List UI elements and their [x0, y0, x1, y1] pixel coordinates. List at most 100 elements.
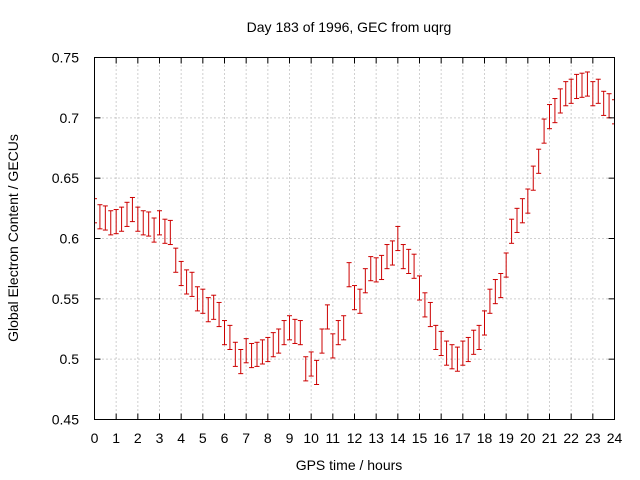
x-tick-label: 10 — [303, 430, 319, 446]
x-tick-label: 3 — [156, 430, 164, 446]
data-point — [238, 349, 244, 375]
y-axis-label: Global Electron Content / GECUs — [5, 134, 21, 342]
x-tick-label: 8 — [264, 430, 272, 446]
data-point — [135, 206, 141, 232]
data-point — [476, 324, 482, 351]
data-point — [243, 338, 249, 364]
data-point — [314, 359, 320, 386]
data-point — [140, 210, 146, 236]
data-point — [444, 340, 450, 366]
data-point — [395, 225, 401, 252]
x-tick-label: 1 — [112, 430, 120, 446]
data-point — [151, 217, 157, 243]
data-point — [460, 340, 466, 366]
ticks — [94, 57, 615, 420]
data-point — [319, 328, 325, 354]
x-axis-label: GPS time / hours — [296, 457, 403, 473]
data-point — [297, 320, 303, 346]
data-point — [584, 71, 590, 97]
data-point — [222, 320, 227, 346]
data-point — [276, 328, 282, 354]
data-point — [525, 188, 531, 214]
x-tick-label: 24 — [607, 430, 623, 446]
x-tick-label: 15 — [412, 430, 428, 446]
data-point — [389, 240, 395, 266]
data-point — [270, 332, 276, 358]
y-tick-label: 0.5 — [60, 351, 80, 367]
data-point — [167, 219, 173, 246]
data-point — [503, 252, 509, 278]
data-point — [384, 244, 390, 270]
data-point — [357, 288, 363, 314]
x-tick-label: 0 — [91, 430, 99, 446]
x-tick-label: 14 — [390, 430, 406, 446]
y-tick-label: 0.45 — [52, 412, 79, 428]
data-point — [184, 269, 190, 295]
data-point — [438, 330, 444, 357]
data-point — [194, 286, 200, 312]
data-point — [406, 248, 412, 274]
data-point — [227, 324, 233, 351]
x-tick-label: 11 — [326, 430, 341, 446]
x-tick-label: 9 — [286, 430, 294, 446]
data-point — [400, 244, 406, 270]
data-point — [205, 297, 211, 323]
x-tick-label: 7 — [242, 430, 250, 446]
x-tick-label: 22 — [563, 430, 579, 446]
data-point — [509, 218, 515, 244]
x-tick-label: 4 — [177, 430, 185, 446]
data-point — [530, 165, 536, 191]
data-point — [465, 336, 471, 363]
data-point — [97, 204, 103, 230]
data-point — [498, 272, 504, 299]
data-point — [568, 78, 574, 104]
data-point — [249, 342, 255, 369]
data-point — [422, 292, 428, 318]
data-point — [552, 98, 558, 124]
data-point — [124, 201, 130, 227]
data-point — [482, 310, 487, 336]
y-tick-labels: 0.45 0.5 0.55 0.6 0.65 0.7 0.75 — [52, 50, 79, 428]
data-point — [471, 329, 477, 355]
data-point — [514, 207, 520, 233]
data-point — [113, 209, 119, 235]
data-point — [189, 271, 195, 297]
data-point — [492, 279, 498, 305]
data-point — [173, 247, 179, 273]
data-point — [308, 351, 314, 377]
data-point — [541, 118, 547, 144]
data-point — [427, 301, 433, 328]
data-point — [330, 333, 336, 359]
data-point — [341, 315, 347, 341]
x-tick-label: 18 — [477, 430, 493, 446]
data-point — [379, 254, 385, 281]
data-point — [579, 72, 585, 98]
x-tick-label: 17 — [455, 430, 471, 446]
x-tick-label: 13 — [368, 430, 384, 446]
data-point — [362, 268, 368, 294]
x-tick-labels: 0 1 2 3 4 5 6 7 8 9 10 11 12 13 14 15 16 17 18 19 20 21 22 23 24 — [91, 430, 623, 446]
data-point — [547, 104, 552, 130]
data-point — [178, 260, 184, 287]
data-point — [232, 341, 238, 367]
y-tick-label: 0.55 — [52, 291, 79, 307]
data-point — [108, 210, 114, 236]
x-tick-label: 5 — [199, 430, 207, 446]
y-tick-label: 0.65 — [52, 170, 79, 186]
data-point — [563, 81, 569, 107]
data-point — [536, 148, 542, 174]
x-tick-label: 12 — [347, 430, 363, 446]
x-tick-label: 23 — [585, 430, 601, 446]
x-tick-label: 21 — [542, 430, 558, 446]
data-point — [102, 205, 108, 231]
data-point — [211, 294, 217, 320]
data-point — [259, 339, 265, 365]
data-point — [216, 301, 222, 328]
data-point — [449, 344, 455, 370]
data-point — [487, 288, 493, 314]
data-points — [94, 71, 615, 386]
data-point — [254, 341, 260, 367]
data-point — [574, 73, 580, 100]
data-point — [417, 275, 422, 301]
